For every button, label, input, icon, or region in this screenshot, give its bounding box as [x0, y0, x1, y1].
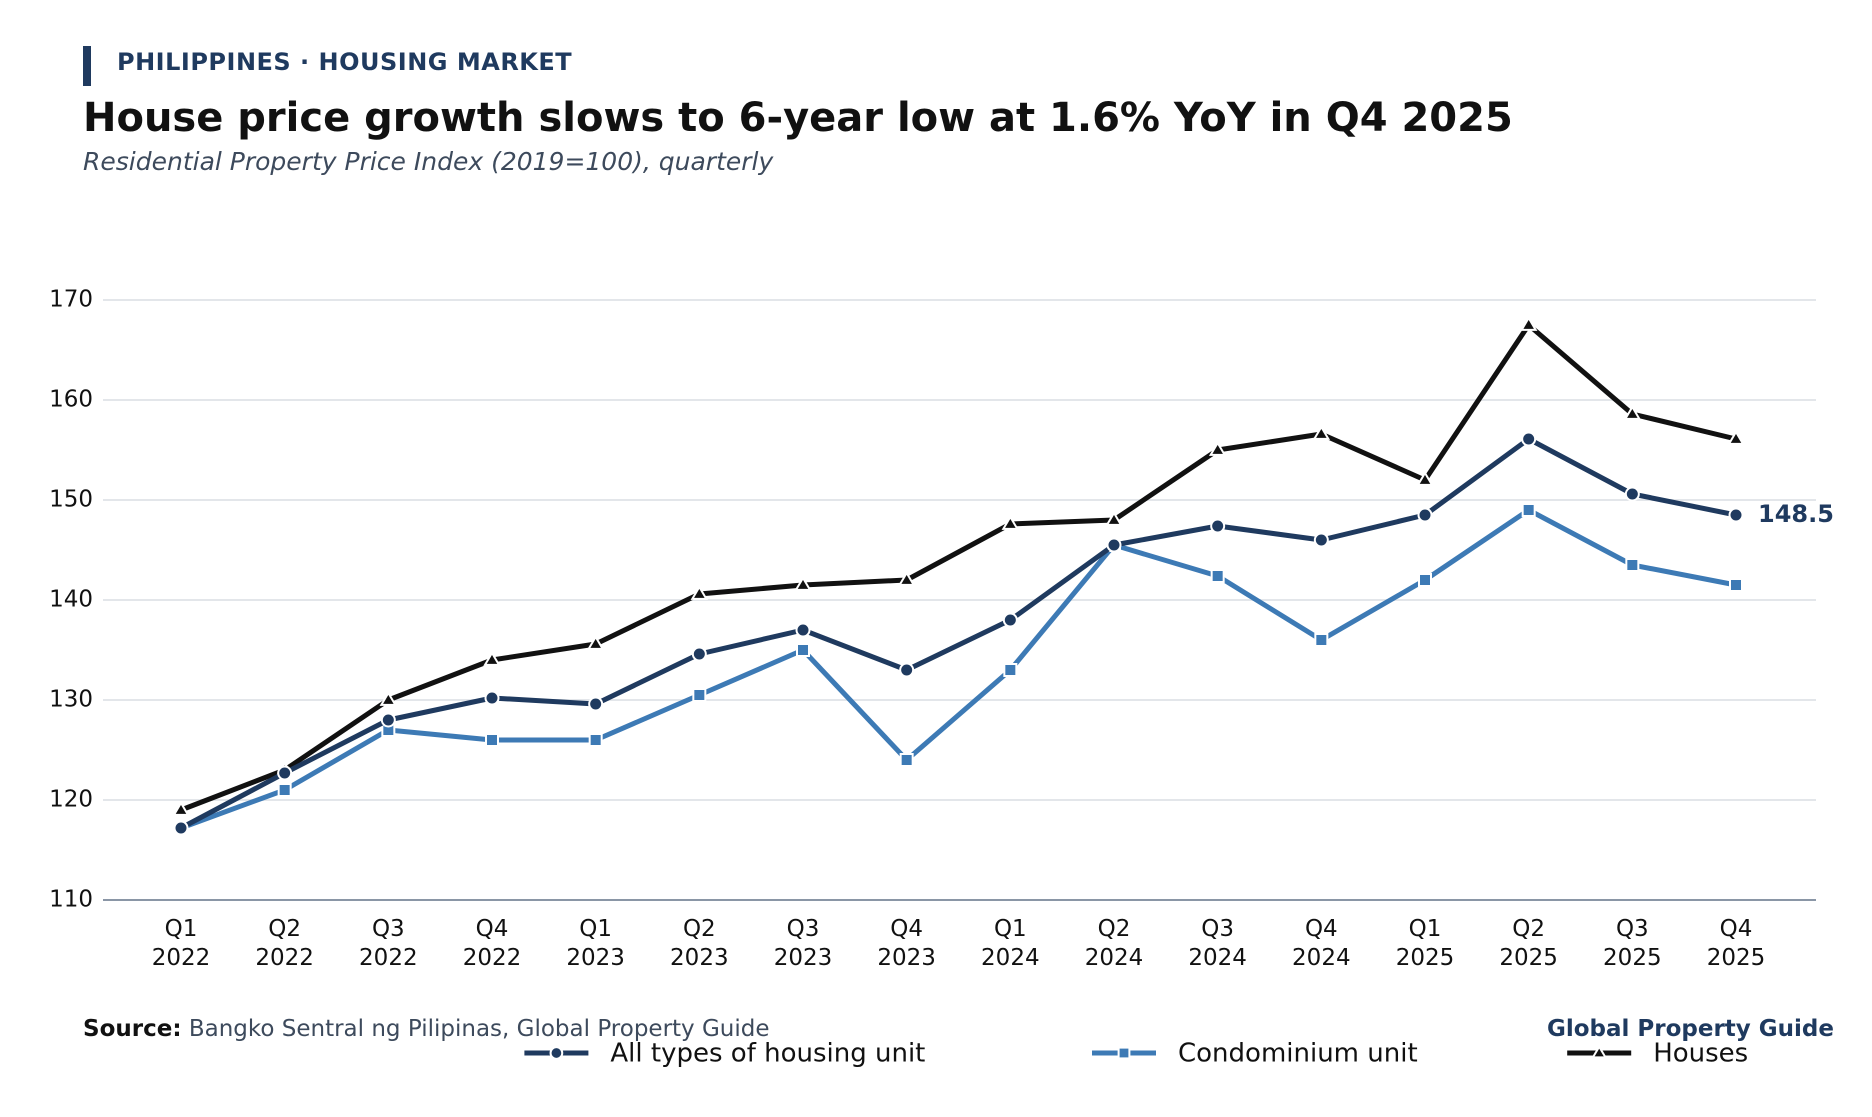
kicker-bar [83, 46, 91, 86]
legend: All types of housing unit Condominium uni… [524, 1039, 1748, 1069]
x-tick-label: Q1 2022 [151, 916, 211, 971]
data-point [796, 643, 810, 657]
y-tick-label: 110 [49, 887, 93, 913]
data-point [1210, 569, 1225, 583]
x-tick-label: Q3 2024 [1188, 916, 1247, 971]
data-point [1624, 486, 1640, 502]
data-point [588, 696, 604, 712]
y-tick-label: 140 [49, 587, 93, 613]
data-point [1418, 573, 1432, 587]
data-point [1105, 511, 1123, 526]
x-tick-label: Q2 2024 [1084, 916, 1144, 971]
x-tick-label: Q4 2023 [877, 916, 936, 971]
y-tick-label: 150 [49, 487, 93, 513]
series-line [180, 507, 1737, 831]
series-line [179, 436, 1737, 831]
x-tick-label: Q3 2023 [773, 916, 833, 971]
x-tick-label: Q2 2025 [1499, 916, 1558, 971]
x-tick-label: Q2 2023 [670, 916, 729, 971]
data-point [379, 691, 398, 706]
data-point [172, 801, 190, 816]
legend-marker [1117, 1046, 1131, 1060]
data-point [484, 690, 500, 706]
legend-label: Condominium unit [1178, 1039, 1418, 1069]
x-tick-label: Q1 2024 [981, 916, 1040, 971]
source-text: Bangko Sentral ng Pilipinas, Global Prop… [188, 1016, 770, 1042]
data-point [588, 733, 603, 747]
series-line [180, 322, 1737, 813]
data-point [795, 622, 811, 638]
data-point [1208, 441, 1227, 456]
chart-subtitle: Residential Property Price Index (2019=1… [83, 147, 774, 176]
data-point [690, 585, 709, 600]
legend-label: All types of housing unit [610, 1039, 925, 1069]
data-point [692, 688, 707, 702]
data-point [1313, 532, 1329, 548]
data-point [691, 646, 707, 662]
data-point [1623, 405, 1642, 420]
x-tick-label: Q2 2022 [255, 916, 314, 971]
legend-marker [549, 1046, 564, 1060]
legend-marker [1591, 1044, 1608, 1059]
data-point [277, 765, 293, 781]
brand: Global Property Guide [1546, 1016, 1834, 1042]
x-tick-label: Q3 2025 [1603, 916, 1662, 971]
data-point [277, 783, 292, 797]
data-point [586, 635, 605, 650]
data-point [380, 712, 396, 728]
data-point [173, 820, 189, 836]
data-point [1312, 425, 1331, 440]
source-label: Source: [83, 1016, 182, 1042]
data-point [794, 576, 812, 591]
data-point [1001, 515, 1020, 530]
data-label: 148.5 [1758, 500, 1834, 528]
y-tick-label: 120 [49, 787, 93, 813]
data-point [1728, 507, 1744, 523]
chart-title: House price growth slows to 6-year low a… [83, 95, 1513, 141]
data-point [1729, 578, 1743, 592]
y-tick-label: 160 [49, 387, 93, 413]
data-point [1521, 431, 1537, 447]
data-point [1416, 471, 1434, 486]
data-point [1417, 507, 1433, 523]
x-tick-label: Q4 2025 [1706, 916, 1766, 971]
data-point [1521, 503, 1536, 517]
data-point [1003, 663, 1018, 677]
data-point [899, 662, 915, 678]
y-tick-label: 130 [49, 687, 93, 713]
x-tick-label: Q3 2022 [359, 916, 418, 971]
data-point [1002, 612, 1018, 628]
source: Source: Bangko Sentral ng Pilipinas, Glo… [83, 1016, 770, 1042]
data-point [485, 733, 499, 747]
legend-label: Houses [1653, 1039, 1748, 1069]
x-tick-label: Q1 2023 [566, 916, 625, 971]
data-point [899, 753, 914, 767]
data-point [1106, 537, 1122, 553]
data-point [897, 571, 916, 586]
data-point [1314, 633, 1329, 647]
data-point [483, 651, 501, 666]
data-point [1519, 316, 1538, 331]
x-tick-label: Q1 2025 [1395, 916, 1455, 971]
x-tick-label: Q4 2022 [462, 916, 522, 971]
x-tick-label: Q4 2024 [1292, 916, 1351, 971]
kicker: PHILIPPINES · HOUSING MARKET [117, 48, 573, 76]
y-tick-label: 170 [49, 287, 93, 313]
data-point [1727, 430, 1745, 445]
data-point [1210, 518, 1226, 534]
data-point [1625, 558, 1640, 572]
